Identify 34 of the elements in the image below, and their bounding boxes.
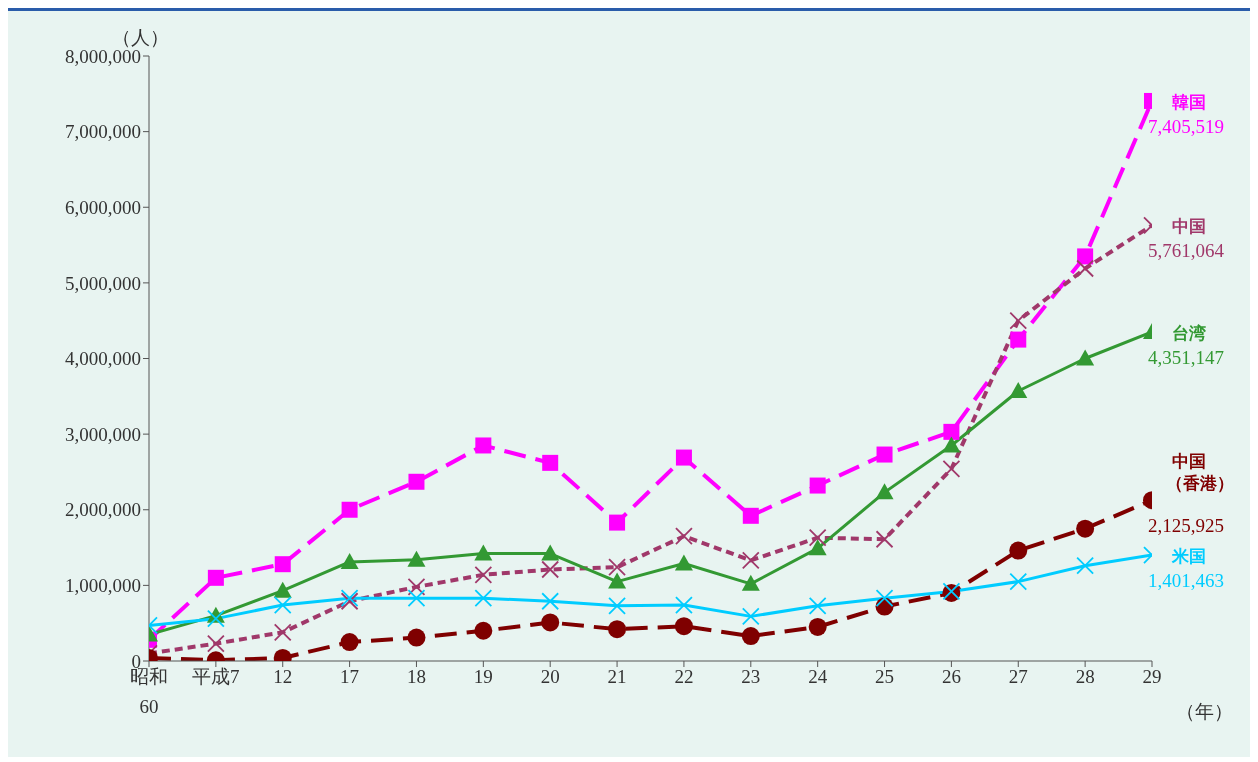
x-tick-label: 19	[473, 666, 493, 687]
data-label: 5,761,064	[1148, 240, 1225, 262]
x-tick-label: 平成7	[192, 666, 240, 687]
x-tick-label: 29	[1142, 666, 1162, 687]
y-tick-label: 3,000,000	[65, 423, 141, 445]
y-axis-title: （人）	[112, 26, 169, 50]
x-tick-label: 12	[273, 666, 293, 687]
y-tick-label: 7,000,000	[65, 121, 141, 143]
x-tick-label: 23	[741, 666, 761, 687]
x-tick-label: 18	[406, 666, 426, 687]
y-tick-label: 2,000,000	[65, 499, 141, 521]
x-tick-label: 22	[674, 666, 694, 687]
y-tick-label: 6,000,000	[65, 196, 141, 218]
data-label: 2,125,925	[1148, 515, 1224, 537]
x-axis-title: （年）	[1176, 700, 1233, 724]
x-tick-label: 21	[607, 666, 627, 687]
series-label: 台湾	[1172, 322, 1206, 343]
x-tick-label: 25	[875, 666, 895, 687]
x-tick-label: 26	[941, 666, 961, 687]
y-tick-label: 5,000,000	[65, 272, 141, 294]
x-tick-label: 28	[1075, 666, 1095, 687]
x-tick-label: 20	[540, 666, 560, 687]
y-tick-label: 1,000,000	[65, 575, 141, 597]
series-label: 中国（香港）	[1166, 451, 1234, 494]
x-tick-label: 27	[1008, 666, 1028, 687]
y-tick-label: 4,000,000	[65, 348, 141, 370]
x-tick-label: 17	[340, 666, 360, 687]
series-label: 韓国	[1172, 91, 1206, 112]
x-tick-label: 24	[808, 666, 828, 687]
series-label: 中国	[1172, 216, 1206, 237]
series-label: 米国	[1171, 546, 1206, 567]
data-label: 7,405,519	[1148, 115, 1224, 137]
data-label: 1,401,463	[1148, 570, 1224, 592]
data-label: 4,351,147	[1148, 346, 1224, 368]
